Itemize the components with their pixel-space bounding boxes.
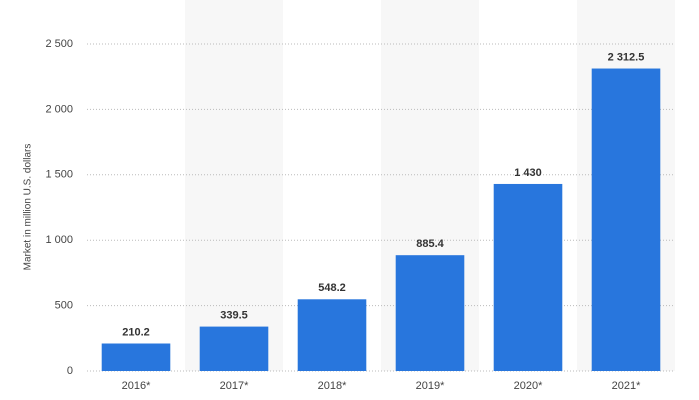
y-tick-label: 500	[55, 300, 73, 312]
bar	[493, 183, 563, 371]
value-label: 548.2	[318, 282, 346, 294]
value-label: 1 430	[514, 167, 542, 179]
x-tick-label: 2016*	[122, 380, 151, 392]
bar	[101, 343, 171, 371]
y-tick-label: 1 500	[45, 169, 73, 181]
bar	[591, 68, 661, 372]
y-tick-label: 0	[67, 365, 73, 377]
y-tick-label: 1 000	[45, 234, 73, 246]
x-tick-label: 2018*	[318, 380, 347, 392]
y-tick-label: 2 000	[45, 103, 73, 115]
bar	[395, 255, 465, 371]
value-label: 2 312.5	[608, 51, 645, 63]
bar	[199, 326, 269, 371]
x-tick-label: 2020*	[514, 380, 543, 392]
band-shade	[185, 0, 283, 371]
x-tick-label: 2017*	[220, 380, 249, 392]
x-tick-label: 2021*	[612, 380, 641, 392]
value-label: 339.5	[220, 309, 248, 321]
bar	[297, 299, 367, 371]
y-axis-label: Market in million U.S. dollars	[23, 144, 34, 271]
y-tick-label: 2 500	[45, 38, 73, 50]
value-label: 885.4	[416, 238, 444, 250]
x-tick-label: 2019*	[416, 380, 445, 392]
value-label: 210.2	[122, 326, 150, 338]
